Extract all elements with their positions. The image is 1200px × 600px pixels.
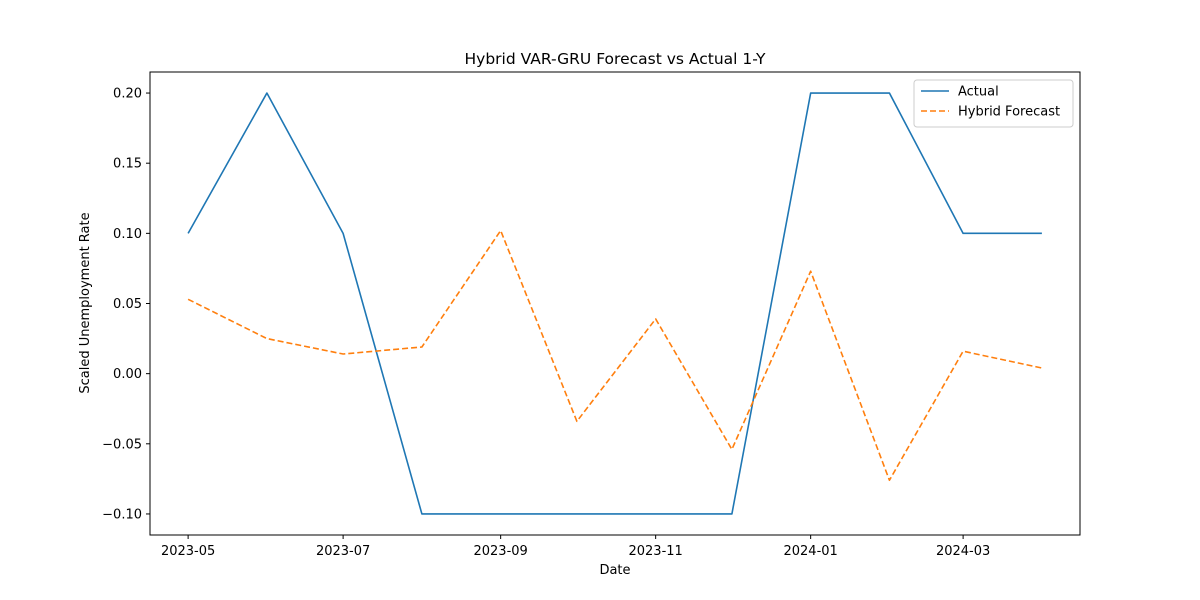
x-tick-label: 2023-09 [473,544,527,559]
y-tick-label: 0.20 [113,87,142,102]
y-tick-label: 0.10 [113,227,142,242]
x-tick-label: 2023-07 [316,544,370,559]
y-tick-label: −0.10 [102,507,142,522]
legend-label: Actual [958,85,999,100]
series-line-hybrid-forecast [187,229,1043,482]
legend-label: Hybrid Forecast [958,105,1060,120]
y-tick-label: 0.00 [113,367,142,382]
x-axis-title: Date [599,563,630,578]
series-line-actual [187,92,1042,515]
y-axis-title: Scaled Unemployment Rate [78,212,93,393]
x-tick-label: 2024-01 [783,544,837,559]
y-tick-label: 0.05 [113,297,142,312]
chart-title: Hybrid VAR-GRU Forecast vs Actual 1-Y [465,50,766,68]
x-tick-label: 2023-11 [628,544,682,559]
legend: Actual Hybrid Forecast [913,79,1074,128]
x-tick-label: 2024-03 [936,544,990,559]
plot-area: 2023-05 2023-07 2023-09 2023-11 2024-01 2024-… [102,71,1081,559]
y-tick-label: −0.05 [102,437,142,452]
legend-box [913,79,1074,128]
y-tick-label: 0.15 [113,157,142,172]
x-tick-label: 2023-05 [161,544,215,559]
